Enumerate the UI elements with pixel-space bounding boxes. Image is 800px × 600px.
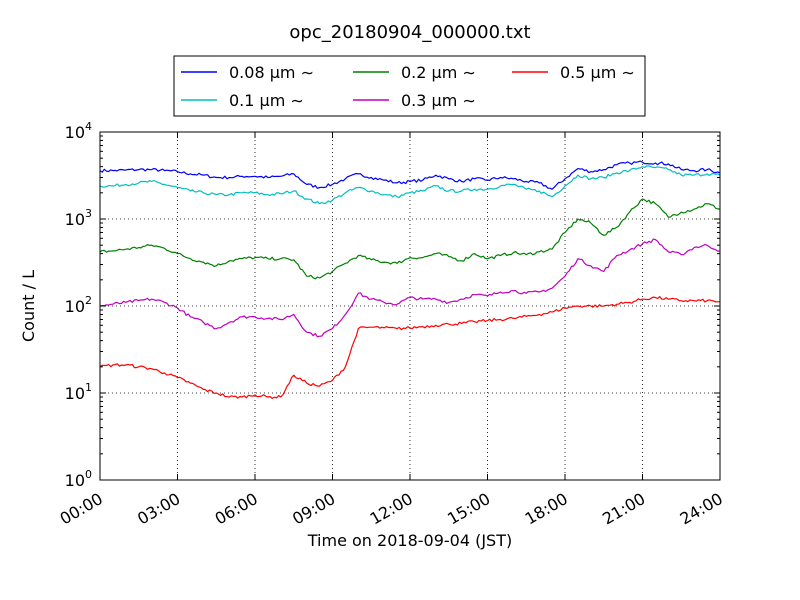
legend: 0.08 μm ∼ 0.1 μm ∼ 0.2 μm ∼ 0.3 μm ∼ 0.5 μm … <box>173 55 646 117</box>
legend-entry: 0.2 μm ∼ <box>353 63 476 82</box>
y-axis-label: Count / L <box>19 270 38 342</box>
series-line-5 <box>99 296 721 399</box>
legend-label: 0.08 μm ∼ <box>229 63 314 82</box>
x-axis-label: Time on 2018-09-04 (JST) <box>307 531 512 550</box>
series-line-2 <box>99 165 721 205</box>
y-tick-label: 100 <box>65 468 92 490</box>
x-tick-label: 12:00 <box>367 489 416 529</box>
legend-label: 0.3 μm ∼ <box>401 91 476 110</box>
y-tick-label: 101 <box>65 381 92 403</box>
y-tick-label: 104 <box>65 120 92 142</box>
legend-label: 0.1 μm ∼ <box>229 91 304 110</box>
series-line-1 <box>99 160 721 190</box>
legend-items: 0.08 μm ∼ 0.1 μm ∼ 0.2 μm ∼ 0.3 μm ∼ 0.5 μm … <box>181 63 635 110</box>
y-tick-label: 102 <box>65 294 92 316</box>
legend-label: 0.5 μm ∼ <box>560 63 635 82</box>
grid-lines <box>100 132 720 480</box>
chart-title: opc_20180904_000000.txt <box>289 22 530 43</box>
y-tick-labels: 100 101 102 103 104 <box>65 120 92 490</box>
x-tick-labels: 00:00 03:00 06:00 09:00 12:00 15:00 18:00 21:00… <box>57 489 726 529</box>
legend-frame <box>173 55 646 117</box>
x-tick-label: 15:00 <box>444 489 493 529</box>
legend-entry: 0.5 μm ∼ <box>512 63 635 82</box>
axis-ticks <box>99 131 721 481</box>
x-tick-label: 00:00 <box>57 489 106 529</box>
x-tick-label: 21:00 <box>599 489 648 529</box>
x-tick-label: 18:00 <box>522 489 571 529</box>
legend-label: 0.2 μm ∼ <box>401 63 476 82</box>
legend-entry: 0.08 μm ∼ <box>181 63 314 82</box>
series-lines <box>99 160 721 399</box>
legend-entry: 0.1 μm ∼ <box>181 91 304 110</box>
series-line-3 <box>99 198 721 280</box>
x-tick-label: 24:00 <box>677 489 726 529</box>
x-tick-label: 06:00 <box>212 489 261 529</box>
legend-entry: 0.3 μm ∼ <box>353 91 476 110</box>
series-line-4 <box>99 238 721 338</box>
y-tick-label: 103 <box>65 207 92 229</box>
x-tick-label: 03:00 <box>134 489 183 529</box>
x-tick-label: 09:00 <box>289 489 338 529</box>
